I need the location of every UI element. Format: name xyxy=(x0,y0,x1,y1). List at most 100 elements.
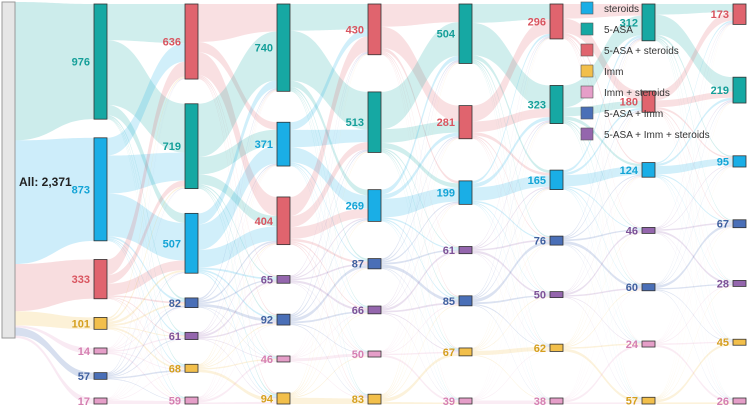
flow-link xyxy=(107,370,185,379)
flow-link xyxy=(290,263,368,281)
flow-link xyxy=(198,187,277,396)
flow-link xyxy=(655,233,733,400)
flow-link xyxy=(381,201,459,263)
flow-link xyxy=(472,203,550,346)
flow-link xyxy=(198,401,277,404)
flow-link xyxy=(290,54,368,394)
flow-link xyxy=(472,122,550,350)
flow-link xyxy=(290,164,368,352)
node-steroids-stage-2 xyxy=(184,212,199,274)
flow-link xyxy=(290,151,368,357)
flow-link xyxy=(563,116,642,167)
node-5-asa-plus-steroids-stage-7 xyxy=(641,90,656,113)
legend-swatch-imm xyxy=(580,64,594,78)
node-value-label: 76 xyxy=(534,236,546,248)
flow-link xyxy=(655,166,733,399)
flow-link xyxy=(655,40,733,399)
flow-link xyxy=(655,224,733,289)
flow-link xyxy=(290,29,368,130)
flow-link xyxy=(472,346,550,356)
flow-link xyxy=(472,60,550,293)
legend-label-imm-plus-steroids: Imm + steroids xyxy=(604,88,670,99)
flow-link xyxy=(107,78,185,374)
flow-link xyxy=(198,306,277,359)
flow-link xyxy=(563,189,642,399)
flow-link xyxy=(472,117,550,188)
flow-link xyxy=(107,193,185,261)
flow-link xyxy=(198,358,277,370)
node-5-asa-stage-7 xyxy=(641,3,656,42)
flow-link xyxy=(290,323,368,354)
flow-link xyxy=(655,107,733,159)
node-5-asa-plus-imm-stage-3 xyxy=(276,313,291,326)
node-value-label: 165 xyxy=(528,175,546,187)
flow-link xyxy=(472,189,550,399)
flow-link xyxy=(107,378,185,401)
flow-link xyxy=(290,4,368,31)
flow-link xyxy=(563,175,642,294)
flow-link xyxy=(381,302,459,313)
node-value-label: 67 xyxy=(443,347,455,359)
flow-link xyxy=(107,40,185,153)
node-value-label: 312 xyxy=(620,17,638,29)
flow-link xyxy=(198,307,277,398)
node-value-label: 85 xyxy=(443,296,455,308)
flow-link xyxy=(472,252,550,347)
flow-link xyxy=(655,402,733,404)
legend-label-5-asa-plus-steroids: 5-ASA + steroids xyxy=(604,46,679,57)
flow-link xyxy=(381,220,459,351)
flow-link xyxy=(563,244,642,400)
node-value-label: 61 xyxy=(443,245,455,257)
flow-link xyxy=(107,297,185,368)
node-imm-plus-steroids-stage-4 xyxy=(367,350,382,358)
node-value-label: 371 xyxy=(255,139,273,151)
flow-link xyxy=(198,360,277,403)
node-value-label: 296 xyxy=(528,16,546,28)
flow-link xyxy=(472,36,550,248)
flow-link xyxy=(15,2,94,141)
flow-link xyxy=(563,244,642,343)
flow-link xyxy=(472,400,550,404)
flow-link xyxy=(381,187,459,218)
flow-link xyxy=(290,312,368,359)
node-value-label: 57 xyxy=(78,371,90,383)
flow-link xyxy=(198,279,277,305)
flow-link xyxy=(472,244,550,400)
flow-link xyxy=(107,400,185,404)
flow-link xyxy=(198,240,277,303)
node-value-label: 28 xyxy=(717,278,729,290)
node-5-asa-plus-steroids-stage-5 xyxy=(458,105,473,140)
flow-link xyxy=(107,186,185,322)
flow-link xyxy=(198,88,277,300)
flow-link xyxy=(563,121,642,285)
node-imm-plus-steroids-stage-6 xyxy=(549,397,564,405)
flow-link xyxy=(107,188,185,399)
flow-link xyxy=(107,239,185,367)
flow-link xyxy=(563,296,642,344)
flow-link xyxy=(107,117,185,366)
flow-link xyxy=(381,401,459,404)
flow-link xyxy=(381,268,459,400)
flow-link xyxy=(198,282,277,400)
flow-link xyxy=(198,76,277,316)
flow-link xyxy=(290,53,368,357)
flow-link xyxy=(655,285,733,344)
flow-link xyxy=(472,297,550,400)
legend-label-steroids: steroids xyxy=(604,4,639,15)
flow-link xyxy=(472,121,550,298)
flow-link xyxy=(655,91,733,108)
flow-link xyxy=(381,121,459,143)
flow-link xyxy=(107,115,185,300)
node-5-asa-plus-imm-plus-steroids-stage-3 xyxy=(276,275,291,284)
flow-link xyxy=(290,282,368,353)
flow-link xyxy=(655,174,733,223)
flow-link xyxy=(472,55,550,173)
flow-link xyxy=(472,61,550,345)
flow-link xyxy=(107,305,185,351)
flow-link xyxy=(198,77,277,357)
flow-link xyxy=(198,324,277,401)
flow-link xyxy=(472,137,550,346)
flow-link xyxy=(563,230,642,296)
node-value-label: 430 xyxy=(346,24,364,36)
flow-link xyxy=(381,47,459,184)
